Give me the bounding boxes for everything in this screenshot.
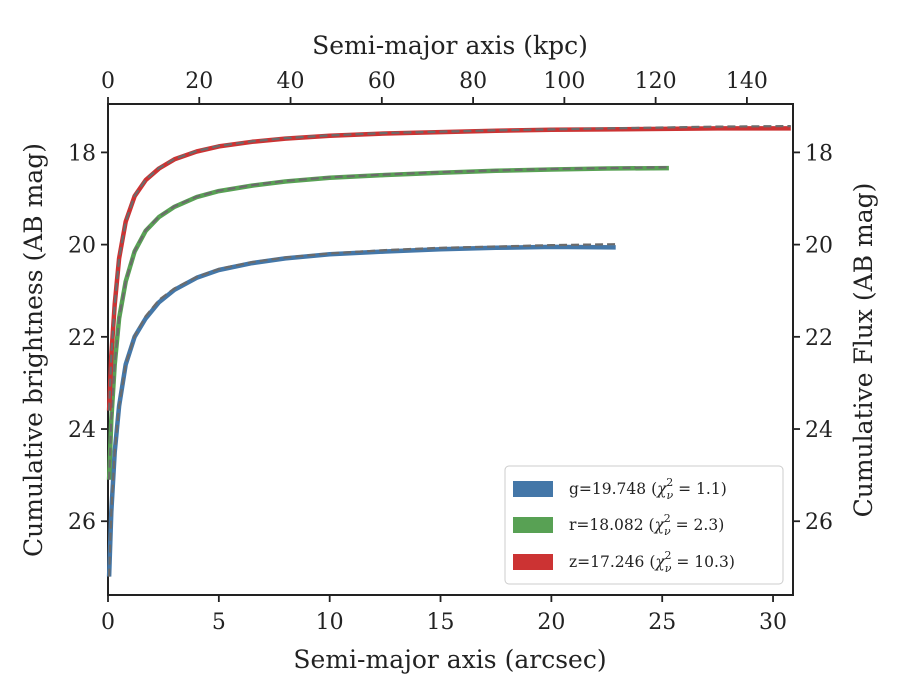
x-tick-label: 25 — [648, 610, 676, 635]
x-tick-label: 0 — [101, 610, 115, 635]
legend-swatch-z — [513, 554, 553, 570]
top-x-tick-label: 80 — [459, 69, 487, 94]
right-y-tick-label: 24 — [805, 418, 833, 443]
top-x-tick-label: 0 — [101, 69, 115, 94]
legend-entry-z: z=17.246 (χν2 = 10.3) — [513, 549, 735, 575]
ticks-layer: 0 5 10 15 20 25 30 0 20 40 60 80 100 120 140 18 18 20 20 22… — [68, 69, 833, 635]
right-y-tick-label: 20 — [805, 234, 833, 259]
x-axis-label: Semi-major axis (arcsec) — [293, 645, 606, 674]
y-tick-label: 24 — [68, 418, 96, 443]
legend-label-z: z=17.246 (χν2 = 10.3) — [569, 549, 735, 575]
legend-box — [504, 465, 784, 585]
plot-frame — [107, 103, 794, 596]
model-line-g — [108, 243, 616, 577]
right-y-tick-label: 26 — [805, 510, 833, 535]
right-y-axis-label: Cumulative Flux (AB mag) — [849, 183, 878, 518]
y-tick-label: 26 — [68, 510, 96, 535]
model-line-r — [108, 166, 669, 480]
legend-swatch-g — [513, 481, 553, 497]
x-tick-label: 20 — [537, 610, 565, 635]
legend-entry-r: r=18.082 (χν2 = 2.3) — [513, 512, 724, 538]
x-tick-label: 5 — [212, 610, 226, 635]
legend-label-g: g=19.748 (χν2 = 1.1) — [569, 476, 727, 502]
x-tick-label: 10 — [316, 610, 344, 635]
top-x-tick-label: 60 — [368, 69, 396, 94]
y-tick-label: 22 — [68, 326, 96, 351]
top-x-tick-label: 40 — [277, 69, 305, 94]
y-tick-label: 20 — [68, 234, 96, 259]
right-y-tick-label: 22 — [805, 326, 833, 351]
series-layer — [106, 125, 791, 577]
legend-swatch-r — [513, 517, 553, 533]
x-tick-label: 15 — [427, 610, 455, 635]
top-x-tick-label: 140 — [726, 69, 768, 94]
top-x-tick-label: 120 — [635, 69, 677, 94]
top-x-tick-label: 100 — [543, 69, 585, 94]
top-x-tick-label: 20 — [185, 69, 213, 94]
series-line-r — [106, 165, 669, 480]
top-x-axis-label: Semi-major axis (kpc) — [312, 31, 588, 60]
x-tick-label: 30 — [759, 610, 787, 635]
legend: g=19.748 (χν2 = 1.1) r=18.082 (χν2 = 2.3… — [504, 465, 784, 585]
legend-entry-g: g=19.748 (χν2 = 1.1) — [513, 476, 727, 502]
legend-label-r: r=18.082 (χν2 = 2.3) — [569, 512, 724, 538]
y-axis-label: Cumulative brightness (AB mag) — [19, 143, 48, 557]
y-tick-label: 18 — [68, 141, 96, 166]
right-y-tick-label: 18 — [805, 141, 833, 166]
model-line-z — [108, 125, 791, 411]
